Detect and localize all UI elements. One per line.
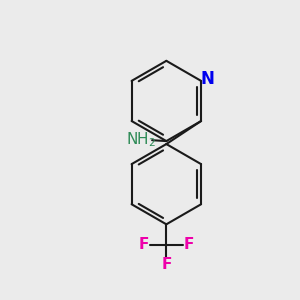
Text: F: F — [161, 257, 172, 272]
Text: NH$_2$: NH$_2$ — [126, 130, 156, 149]
Text: F: F — [138, 237, 148, 252]
Text: N: N — [201, 70, 214, 88]
Text: F: F — [184, 237, 194, 252]
